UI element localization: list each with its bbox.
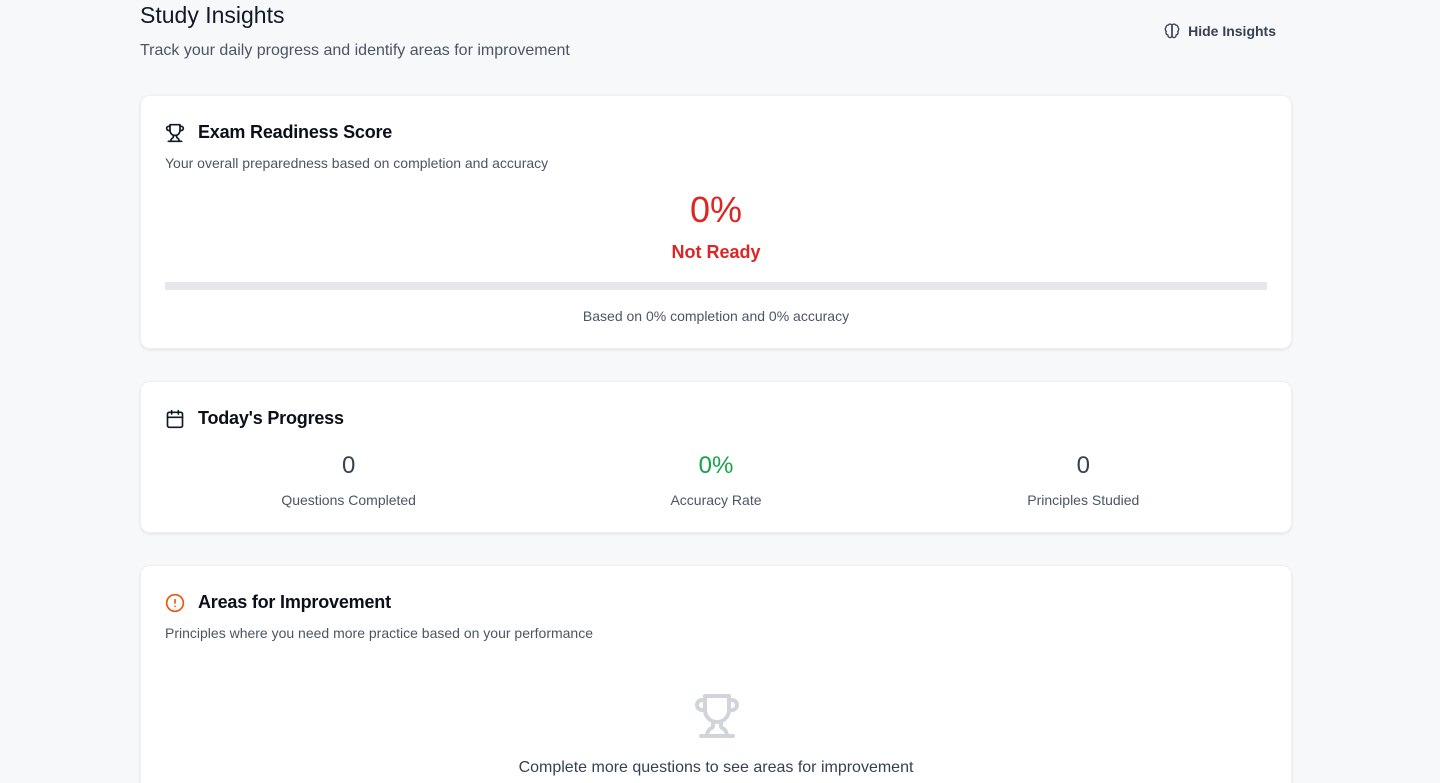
empty-state-message: Complete more questions to see areas for… xyxy=(518,759,914,776)
stat-label: Principles Studied xyxy=(1027,492,1140,508)
hide-insights-label: Hide Insights xyxy=(1188,23,1276,39)
stat-value: 0% xyxy=(698,452,734,479)
today-title: Today's Progress xyxy=(198,408,344,428)
areas-description: Principles where you need more practice … xyxy=(165,625,594,641)
readiness-title: Exam Readiness Score xyxy=(198,122,393,142)
readiness-basis-text: Based on 0% completion and 0% accuracy xyxy=(582,308,850,324)
readiness-status: Not Ready xyxy=(671,242,761,262)
areas-for-improvement-card: Areas for Improvement Principles where y… xyxy=(140,565,1292,783)
areas-card-header: Areas for Improvement xyxy=(165,592,391,613)
brain-icon xyxy=(1164,23,1180,39)
stat-principles-studied: 0 Principles Studied xyxy=(900,452,1267,508)
readiness-progress-bar xyxy=(165,282,1267,290)
today-card-header: Today's Progress xyxy=(165,408,344,429)
exam-readiness-card: Exam Readiness Score Your overall prepar… xyxy=(140,95,1292,349)
stat-value: 0 xyxy=(1076,452,1090,479)
page-title: Study Insights xyxy=(140,2,285,28)
calendar-icon xyxy=(166,409,184,428)
trophy-icon xyxy=(165,123,185,142)
readiness-score: 0% xyxy=(689,189,743,230)
areas-title: Areas for Improvement xyxy=(198,592,391,612)
stat-value: 0 xyxy=(341,452,356,479)
readiness-description: Your overall preparedness based on compl… xyxy=(165,155,549,171)
alert-circle-icon xyxy=(165,593,185,612)
today-stats: 0 Questions Completed 0% Accuracy Rate 0… xyxy=(165,452,1267,508)
todays-progress-card: Today's Progress 0 Questions Completed 0… xyxy=(140,381,1292,533)
stat-label: Questions Completed xyxy=(281,492,416,508)
hide-insights-button[interactable]: Hide Insights xyxy=(1138,14,1292,48)
stat-accuracy-rate: 0% Accuracy Rate xyxy=(532,452,899,508)
insights-header: Study Insights Track your daily progress… xyxy=(140,0,1292,80)
readiness-card-header: Exam Readiness Score xyxy=(165,122,392,143)
page-subtitle: Track your daily progress and identify a… xyxy=(140,42,570,59)
trophy-icon xyxy=(695,694,739,738)
stat-questions-completed: 0 Questions Completed xyxy=(165,452,532,508)
stat-label: Accuracy Rate xyxy=(670,492,762,508)
